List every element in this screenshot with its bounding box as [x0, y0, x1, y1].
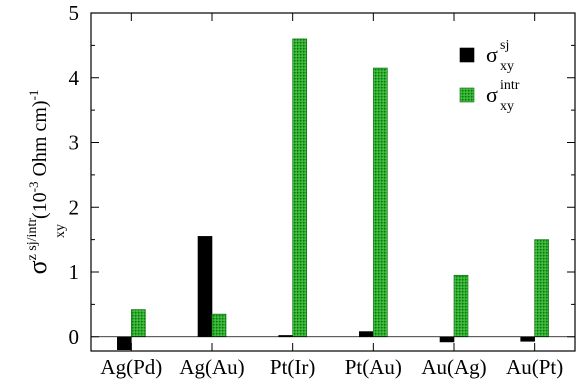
- y-tick-label: 0: [69, 325, 80, 349]
- x-tick-label: Pt(Ir): [270, 355, 316, 379]
- bar-intr-1: [211, 313, 227, 338]
- legend-swatch-sj: [459, 47, 475, 63]
- x-tick-label: Ag(Au): [179, 355, 244, 379]
- legend-swatch-intr: [459, 87, 475, 103]
- y-tick-label: 1: [69, 260, 80, 284]
- x-tick-label: Ag(Pd): [100, 355, 162, 379]
- bar-sj-0: [117, 336, 132, 351]
- legend-label-intr: σ: [486, 82, 498, 107]
- x-tick-label: Pt(Au): [345, 355, 402, 379]
- y-tick-label: 4: [69, 66, 80, 90]
- bar-intr-2: [292, 38, 307, 338]
- legend-label-sj: σ: [486, 42, 498, 67]
- y-axis-label: σz sj/intr xy (10-3 Ohm cm)-1: [23, 90, 68, 275]
- bar-sj-5: [520, 336, 535, 342]
- bar-intr-0: [131, 309, 146, 338]
- bar-sj-4: [439, 336, 455, 343]
- x-tick-label: Au(Pt): [506, 355, 563, 379]
- legend-label-sub: xy: [500, 59, 514, 74]
- y-tick-label: 5: [69, 1, 80, 25]
- legend-label-sub: xy: [500, 99, 514, 114]
- axes: 0 1 2 3 4 5 Ag(Pd) Ag(Au) Pt(Ir) Pt(Au) Au(Ag) Au(P…: [69, 1, 576, 379]
- bar-sj-1: [197, 236, 213, 338]
- x-tick-label: Au(Ag): [421, 355, 486, 379]
- y-axis-title: σz sj/intr xy (10-3 Ohm cm)-1: [23, 90, 68, 275]
- y-tick-label: 2: [69, 195, 80, 219]
- plot-area: [117, 38, 549, 351]
- bar-intr-3: [373, 67, 388, 338]
- bar-sj-3: [359, 331, 374, 338]
- bar-intr-4: [453, 274, 469, 338]
- legend-label-sup: intr: [500, 78, 520, 93]
- plot-frame: [90, 12, 576, 352]
- legend-label-sup: sj: [500, 38, 509, 53]
- bar-intr-5: [534, 239, 549, 338]
- y-tick-label: 3: [69, 131, 80, 155]
